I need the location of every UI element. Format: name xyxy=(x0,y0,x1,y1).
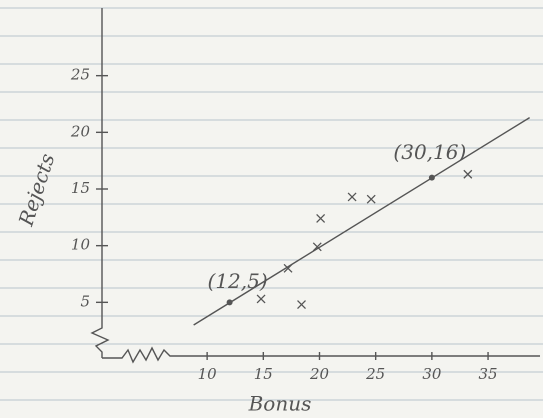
chart: Bonus Rejects 5 10 15 20 25 10 15 20 25 30 35 (12,5… xyxy=(0,0,543,418)
x-axis xyxy=(102,348,540,362)
annotated-point xyxy=(227,299,233,305)
data-point xyxy=(348,193,356,201)
y-tick-label: 25 xyxy=(70,66,90,84)
data-point xyxy=(464,170,472,178)
x-tick-label: 20 xyxy=(309,365,330,383)
annotation: (12,5) xyxy=(208,269,268,293)
data-point xyxy=(257,295,265,303)
annotation: (30,16) xyxy=(393,140,466,164)
y-axis-label: Rejects xyxy=(13,150,59,229)
y-tick-label: 5 xyxy=(80,292,90,310)
y-axis xyxy=(92,8,108,358)
x-tick-label: 25 xyxy=(365,365,385,383)
data-point xyxy=(298,301,306,309)
y-tick-label: 15 xyxy=(71,179,90,197)
x-tick-label: 35 xyxy=(479,365,498,383)
x-tick-label: 15 xyxy=(254,365,273,383)
x-axis-label: Bonus xyxy=(248,392,312,416)
data-point xyxy=(367,195,375,203)
x-tick-label: 10 xyxy=(198,365,218,383)
fit-line xyxy=(194,118,530,325)
annotated-point xyxy=(429,175,435,181)
y-tick-label: 10 xyxy=(71,236,91,254)
data-point xyxy=(317,214,325,222)
x-tick-label: 30 xyxy=(422,365,442,383)
y-tick-label: 20 xyxy=(70,122,91,140)
